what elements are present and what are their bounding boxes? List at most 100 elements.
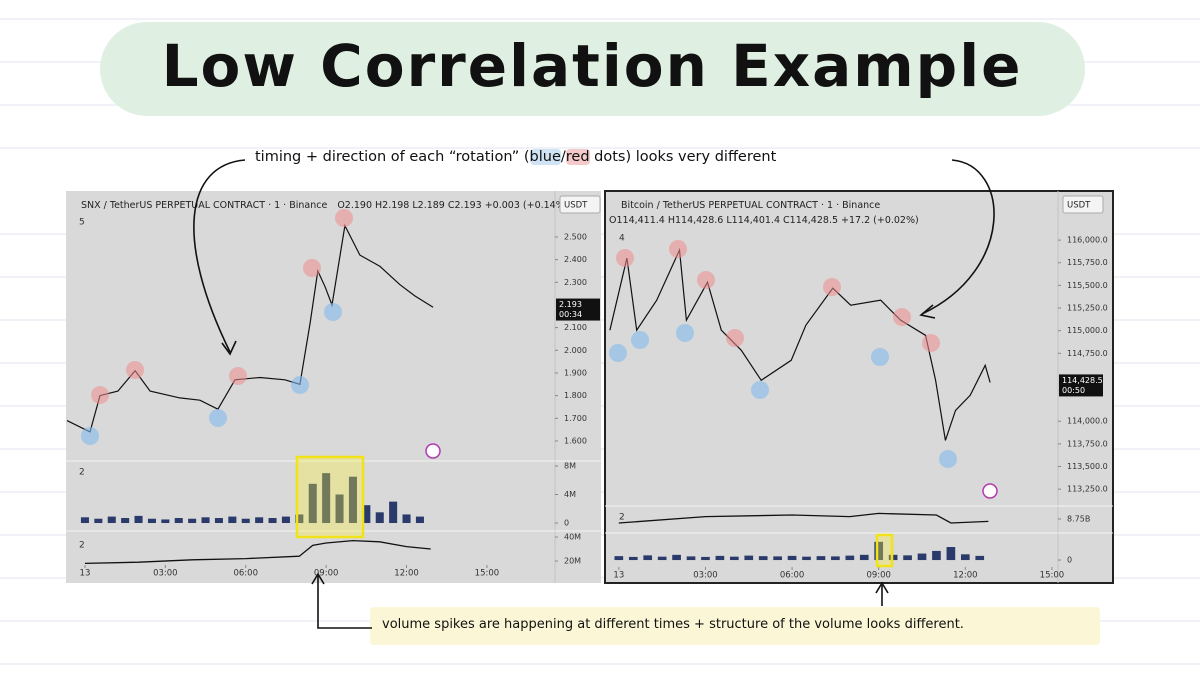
- volume-bar: [107, 516, 116, 524]
- x-tick-label: 03:00: [693, 571, 718, 581]
- arrowhead: [221, 340, 237, 356]
- volume-bar: [241, 518, 250, 524]
- volume-bar: [802, 556, 811, 561]
- pane-label: 2: [79, 468, 85, 478]
- volume-spike-box: [875, 533, 894, 568]
- y-tick-label: 115,750.0: [1067, 258, 1108, 267]
- volume-bar: [773, 556, 782, 561]
- volume-bar: [268, 518, 277, 524]
- y-tick-label: 40M: [564, 533, 581, 542]
- x-tick-label: 12:00: [394, 569, 419, 579]
- chart: SNX / TetherUS PERPETUAL CONTRACT · 1 · …: [66, 191, 601, 583]
- currency-box: [1062, 195, 1104, 214]
- volume-bar: [744, 555, 754, 561]
- volume-bar: [845, 555, 855, 561]
- y-tick-label: 115,250.0: [1067, 304, 1108, 313]
- rotation-dot-red: [616, 249, 634, 267]
- rotation-dot-blue: [609, 344, 627, 362]
- volume-bar: [643, 555, 653, 561]
- volume-bar: [932, 550, 941, 561]
- rotation-dot-blue: [676, 324, 694, 342]
- indicator-line: [84, 539, 431, 565]
- note-blue: blue: [529, 149, 561, 165]
- volume-bar: [715, 555, 725, 561]
- y-tick-label: 115,500.0: [1067, 281, 1108, 290]
- chart-header: SNX / TetherUS PERPETUAL CONTRACT · 1 · …: [81, 200, 568, 211]
- y-tick-label: 116,000.0: [1067, 236, 1108, 245]
- rotation-dot-blue: [751, 381, 769, 399]
- ohlc: O2.190 H2.198 L2.189 C2.193 +0.003 (+0.1…: [337, 200, 568, 211]
- volume-bar: [960, 554, 970, 561]
- rotation-dot-red: [91, 386, 109, 404]
- x-tick-label: 06:00: [780, 571, 805, 581]
- arrowhead: [875, 581, 889, 594]
- rotation-dot-red: [697, 271, 715, 289]
- chart-title: SNX / TetherUS PERPETUAL CONTRACT · 1 · …: [81, 200, 327, 211]
- pane-label: 2: [619, 513, 625, 523]
- volume-bar: [362, 505, 371, 524]
- y-tick-label: 1.800: [564, 391, 587, 400]
- alert-icon: [982, 483, 998, 499]
- volume-bar: [686, 556, 696, 561]
- x-tick-label: 09:00: [866, 571, 891, 581]
- y-tick-label: 2.500: [564, 232, 587, 241]
- volume-bar: [188, 518, 197, 524]
- y-tick-label: 1.900: [564, 368, 587, 377]
- arrowhead: [311, 572, 325, 585]
- volume-bar: [672, 554, 681, 561]
- volume-bar: [161, 519, 170, 524]
- rotation-dot-blue: [939, 450, 957, 468]
- volume-bar: [214, 518, 223, 524]
- currency: USDT: [564, 201, 588, 211]
- arrows: [193, 159, 995, 629]
- volume-bar: [402, 514, 411, 524]
- alert-icon: [425, 443, 441, 459]
- volume-bar: [787, 555, 797, 561]
- volume-bar: [415, 516, 424, 524]
- x-tick-label: 13: [80, 569, 91, 579]
- rotation-dot-red: [893, 308, 911, 326]
- chart-panel: [66, 191, 601, 583]
- volume-bar: [94, 518, 103, 524]
- pane-label: 4: [619, 234, 625, 244]
- volume-bar: [174, 518, 183, 524]
- volume-bar: [134, 515, 143, 524]
- price-line: [609, 247, 991, 441]
- arrowhead: [919, 304, 936, 319]
- y-tick-label: 113,500.0: [1067, 462, 1108, 471]
- rotation-dot-red: [303, 259, 321, 277]
- indicator-line: [618, 512, 989, 524]
- rotation-dot-red: [823, 278, 841, 296]
- volume-bar: [375, 512, 384, 524]
- note-top: timing + direction of each “rotation” (b…: [255, 149, 776, 165]
- last-price: 114,428.5: [1062, 376, 1103, 385]
- arrow: [317, 576, 372, 629]
- volume-bar: [308, 483, 317, 524]
- volume-bar: [730, 556, 739, 561]
- rotation-dot-red: [335, 209, 353, 227]
- volume-bar: [147, 518, 156, 524]
- chart: Bitcoin / TetherUS PERPETUAL CONTRACT · …: [604, 190, 1114, 584]
- volume-bar: [758, 556, 768, 561]
- rotation-dot-blue: [631, 331, 649, 349]
- pane-label: 5: [79, 218, 85, 228]
- y-tick-label: 0: [564, 519, 569, 528]
- rotation-dot-red: [726, 329, 744, 347]
- y-tick-label: 8.75B: [1067, 515, 1090, 524]
- currency: USDT: [1067, 201, 1091, 211]
- arrow: [193, 159, 246, 353]
- volume-bar: [228, 516, 237, 524]
- x-tick-label: 06:00: [233, 569, 258, 579]
- y-tick-label: 1.600: [564, 436, 587, 445]
- volume-bar: [80, 517, 89, 524]
- x-tick-label: 09:00: [314, 569, 339, 579]
- volume-bar: [614, 556, 624, 561]
- countdown: 00:34: [559, 310, 582, 319]
- y-tick-label: 113,750.0: [1067, 439, 1108, 448]
- volume-bar: [121, 518, 130, 524]
- countdown: 00:50: [1062, 386, 1085, 395]
- rotation-dot-red: [669, 240, 687, 258]
- volume-spike-box: [295, 455, 365, 539]
- note-highlight: [370, 607, 1100, 645]
